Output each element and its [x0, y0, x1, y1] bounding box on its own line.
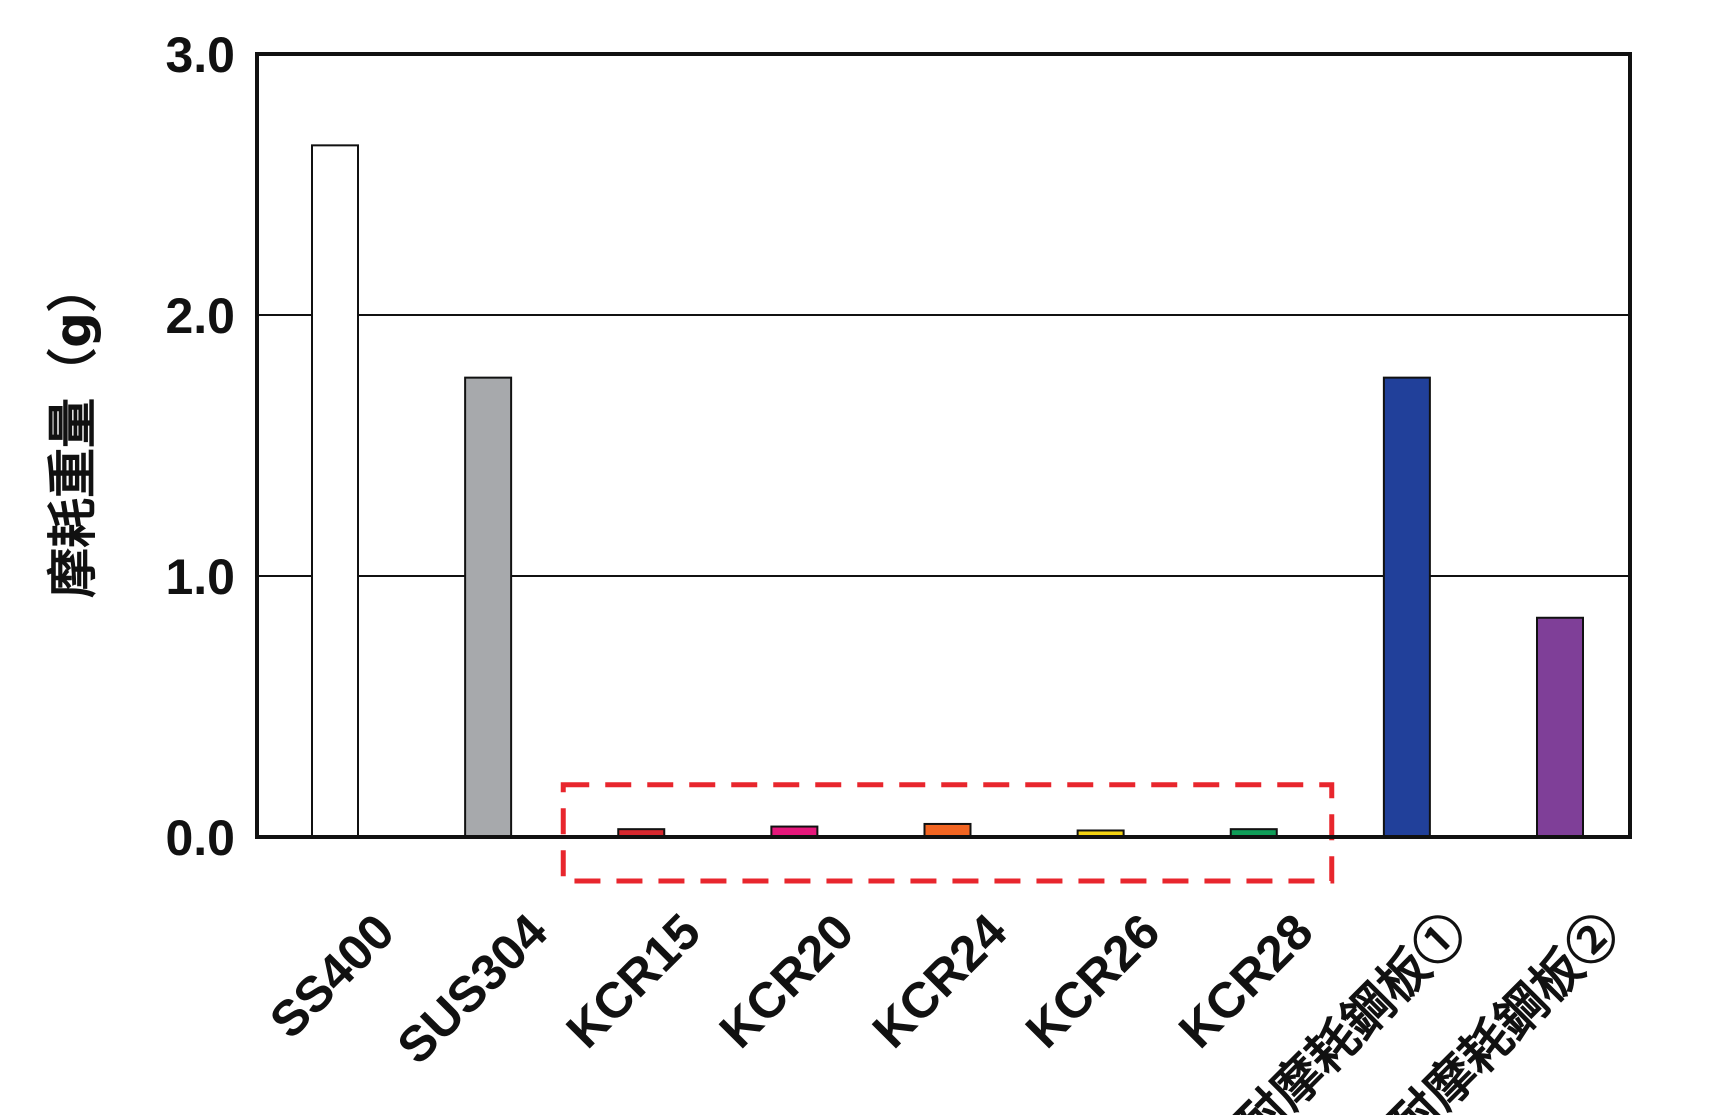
x-tick-label: KCR28 [1168, 903, 1324, 1059]
bars [311, 144, 1584, 839]
x-tick-label: KCR26 [1015, 903, 1171, 1059]
y-tick-labels: 0.0 1.0 2.0 3.0 [165, 27, 235, 866]
y-tick-label: 1.0 [165, 549, 235, 605]
y-tick-label: 2.0 [165, 288, 235, 344]
y-tick-label: 3.0 [165, 27, 235, 83]
y-tick-label: 0.0 [165, 810, 235, 866]
plot-frame [255, 52, 1632, 839]
x-tick-label: KCR15 [555, 903, 711, 1059]
x-tick-label: SS400 [259, 903, 405, 1049]
bar-sus304 [464, 376, 513, 838]
highlight-dashed-box [560, 782, 1335, 884]
x-tick-label: SUS304 [387, 903, 558, 1074]
highlight-group [560, 782, 1335, 884]
bar-耐摩耗鋼板① [1382, 376, 1431, 838]
x-tick-label: KCR24 [862, 903, 1018, 1059]
x-tick-label: KCR20 [709, 903, 865, 1059]
bar-耐摩耗鋼板② [1536, 616, 1584, 839]
x-tick-labels: SS400SUS304KCR15KCR20KCR24KCR26KCR28耐摩耗鋼… [259, 903, 1630, 1115]
bar-ss400 [311, 144, 359, 839]
y-axis-title: 摩耗重量（g） [44, 262, 102, 598]
